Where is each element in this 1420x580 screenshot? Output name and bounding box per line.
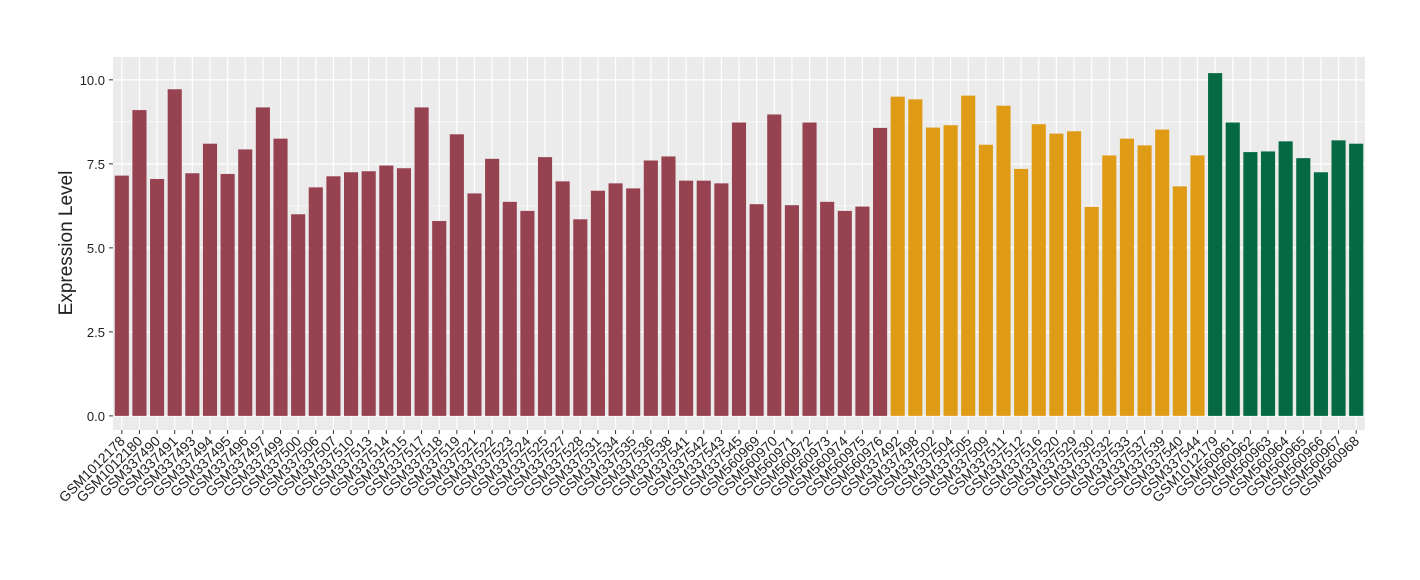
bar [925,127,941,416]
bar [696,180,711,416]
bar [396,168,412,416]
bar [308,187,323,416]
bar [414,107,429,416]
bar [873,127,888,416]
bar [1172,186,1187,416]
bar [167,89,182,416]
bar [185,173,200,416]
bar [802,122,817,416]
bar [1066,131,1082,416]
bar [520,210,535,416]
bar [855,206,870,416]
bar [1331,140,1346,416]
bar [344,172,359,416]
bar [220,173,235,416]
bar [432,220,447,416]
bar [1190,155,1205,416]
bar [573,219,588,416]
bar [485,158,500,416]
bar [784,205,799,416]
bar [961,95,976,416]
bar [1225,122,1240,416]
bar [537,157,553,416]
bar [238,149,253,416]
bar [1155,129,1170,416]
bar [767,114,782,416]
bar [555,181,570,416]
bar [890,96,905,416]
bar [1119,138,1134,416]
bar [820,201,835,416]
bar [449,134,464,416]
bar [749,204,764,416]
y-axis-title: Expression Level [56,171,77,316]
bar [202,143,218,416]
bar [943,125,958,416]
bar [608,183,623,416]
bar [255,107,270,416]
bar [1031,124,1046,416]
bar [467,193,482,416]
bar [1102,155,1117,416]
bar [326,176,341,416]
y-tick-label: 0.0 [87,409,105,424]
bar [1243,152,1258,416]
bar [908,99,923,416]
bar [679,180,694,416]
bar [1260,151,1276,416]
y-tick-label: 10.0 [80,73,105,88]
bar [1349,143,1364,416]
y-tick-label: 7.5 [87,157,105,172]
bar [1084,206,1099,416]
bar [361,171,376,416]
bar [1049,133,1064,416]
bar [661,156,676,416]
bar [837,210,852,416]
bar [114,175,129,416]
bar [1278,141,1293,416]
y-tick-label: 2.5 [87,325,105,340]
bar [502,201,517,416]
bar [150,178,165,416]
bar [1208,73,1223,416]
bar [1296,158,1311,416]
bar [978,144,993,416]
bar [714,183,729,416]
bar [132,110,147,416]
bar [1014,168,1029,416]
bar [1313,172,1328,416]
bar [590,190,605,416]
bar [996,105,1011,416]
bar [379,165,394,416]
bar [643,160,658,416]
y-tick-label: 5.0 [87,241,105,256]
bar [1137,145,1152,416]
bar [273,138,288,416]
bar [731,122,747,416]
bar [291,214,306,416]
bar [626,188,641,416]
